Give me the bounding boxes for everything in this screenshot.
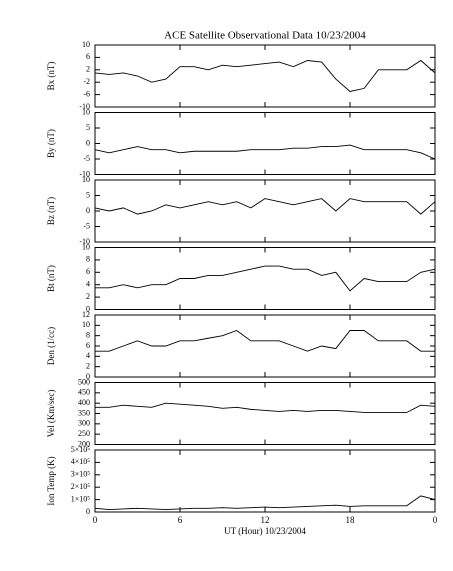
y-tick-label: 0 [86,304,90,313]
y-axis-label: Ion Temp (K) [46,456,56,505]
y-axis-label: Den (1/cc) [46,327,56,365]
data-line [94,59,436,92]
y-tick-label: 8 [86,255,90,264]
data-line [95,329,435,352]
y-tick-label: 8 [86,330,90,339]
y-axis-label: Bx (nT) [46,62,56,91]
y-tick-label: 4 [86,351,90,360]
y-tick-label: 4×10⁵ [71,457,91,466]
y-tick-label: 3×10⁵ [71,470,91,479]
y-tick-label: 2×10⁵ [71,482,91,491]
y-tick-label: -2 [83,77,90,86]
y-tick-label: 6 [86,52,90,61]
y-tick-label: 250 [78,429,90,438]
y-tick-label: 2 [86,65,90,74]
y-tick-label: 5 [86,123,90,132]
y-tick-label: -10 [79,169,90,178]
chart-title: ACE Satellite Observational Data 10/23/2… [164,30,366,42]
y-axis-label: Bz (nT) [46,197,56,225]
y-tick-label: 10 [82,320,90,329]
x-tick-label: 6 [178,515,183,525]
panel-frame [94,449,436,513]
panel-frame [94,44,436,108]
y-tick-label: 10 [82,242,90,251]
y-tick-label: 0 [86,138,90,147]
y-tick-label: 0 [86,507,90,516]
data-line [94,198,436,215]
panel-frame [94,179,436,243]
y-axis-label: Vel (Km/sec) [46,390,56,438]
x-axis-label: UT (Hour) 10/23/2004 [224,526,306,536]
y-tick-label: 5×10⁵ [71,445,91,454]
data-line [94,495,436,510]
panel-frame [94,314,436,378]
y-tick-label: 0 [86,372,90,381]
y-tick-label: -10 [79,237,90,246]
y-tick-label: -5 [83,154,90,163]
panel-frame [94,382,436,445]
y-axis-label: Bt (nT) [46,265,56,292]
y-tick-label: 350 [78,408,90,417]
y-tick-label: 10 [82,175,90,184]
x-tick-label: 18 [346,515,356,525]
data-line [95,402,436,413]
y-tick-label: 10 [82,40,90,49]
y-tick-label: 2 [86,292,90,301]
y-tick-label: 200 [78,439,90,448]
y-tick-label: 0 [86,206,90,215]
y-tick-label: 6 [86,267,90,276]
y-tick-label: -5 [83,221,90,230]
y-tick-label: 5 [86,190,90,199]
data-line [94,144,436,160]
y-tick-label: 1×10⁵ [71,494,91,503]
y-axis-label: By (nT) [46,129,56,158]
data-line [95,265,436,292]
y-tick-label: 2 [86,361,90,370]
y-tick-label: 400 [78,398,90,407]
y-tick-label: 4 [86,280,90,289]
y-tick-label: 300 [78,419,90,428]
x-tick-label: 0 [433,515,438,525]
x-tick-label: 12 [261,515,270,525]
y-tick-label: -10 [79,102,90,111]
y-tick-label: 10 [82,107,90,116]
y-tick-label: -6 [83,89,90,98]
x-tick-label: 0 [93,515,98,525]
y-tick-label: 12 [82,310,90,319]
y-tick-label: 6 [86,341,90,350]
panel-frame [94,247,436,310]
panel-frame [94,112,436,175]
y-tick-label: 500 [78,377,90,386]
y-tick-label: 450 [78,388,90,397]
